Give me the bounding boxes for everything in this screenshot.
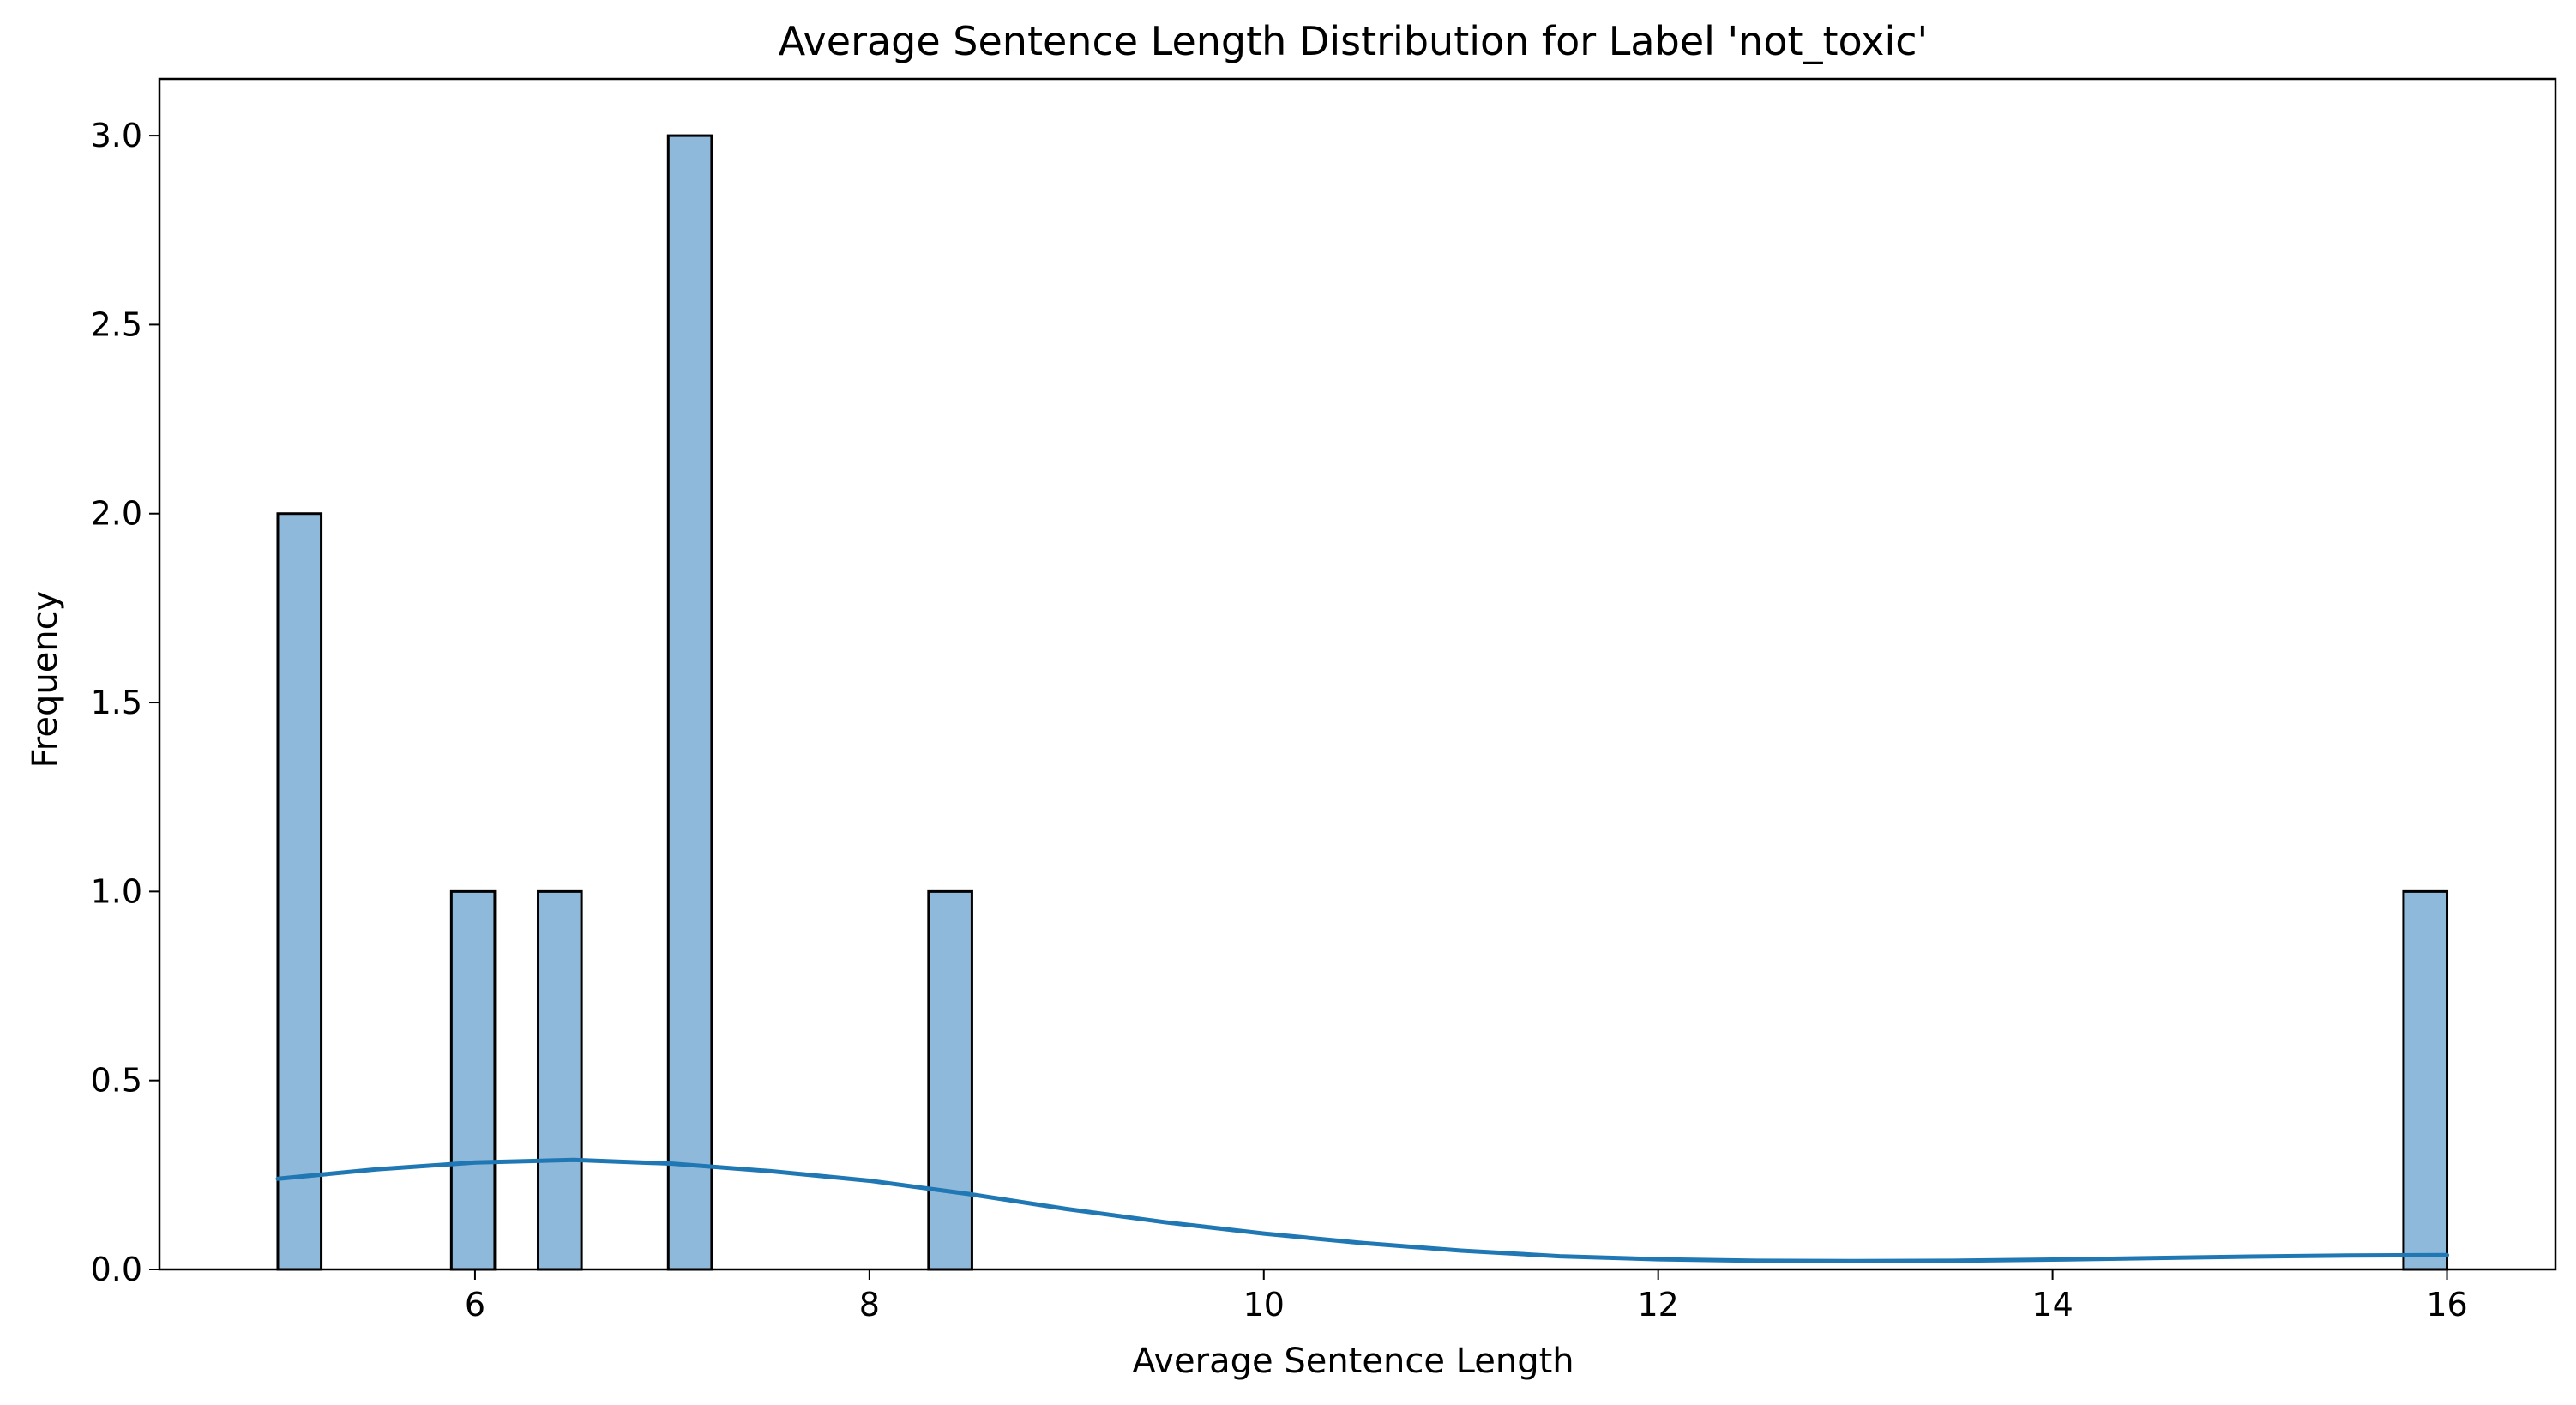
ticks-layer: 6 8 10 12 14 16 0.0 0.5 1.0 1.5 2.0 2.5 3.0 <box>91 117 2468 1324</box>
x-tick-label: 6 <box>465 1286 485 1324</box>
y-axis-title: Frequency <box>26 591 65 769</box>
x-tick-label: 14 <box>2031 1286 2073 1324</box>
x-axis-title: Average Sentence Length <box>1132 1342 1574 1381</box>
x-tick-label: 8 <box>859 1286 880 1324</box>
y-tick-label: 3.0 <box>91 117 142 154</box>
kde-curve <box>275 1157 2450 1263</box>
histogram-bar-1 <box>276 512 323 1271</box>
histogram-bar-6 <box>2402 889 2449 1271</box>
histogram-bar-5 <box>927 889 973 1271</box>
y-tick-label: 1.0 <box>91 872 142 910</box>
histogram-bar-3 <box>537 889 583 1271</box>
y-tick-label: 0.5 <box>91 1062 142 1100</box>
histogram-bar-4 <box>666 134 713 1271</box>
x-tick-label: 12 <box>1638 1286 1679 1324</box>
plot-frame <box>158 77 2557 1271</box>
y-tick-label: 0.0 <box>91 1251 142 1288</box>
x-tick-label: 10 <box>1243 1286 1285 1324</box>
bars-layer <box>276 134 2449 1271</box>
histogram-bar-2 <box>449 889 497 1271</box>
kde-layer <box>275 1157 2450 1263</box>
chart-title: Average Sentence Length Distribution for… <box>779 18 1928 64</box>
y-tick-label: 2.5 <box>91 305 142 343</box>
x-tick-label: 16 <box>2426 1286 2467 1324</box>
y-tick-label: 1.5 <box>91 684 142 721</box>
y-tick-label: 2.0 <box>91 495 142 533</box>
